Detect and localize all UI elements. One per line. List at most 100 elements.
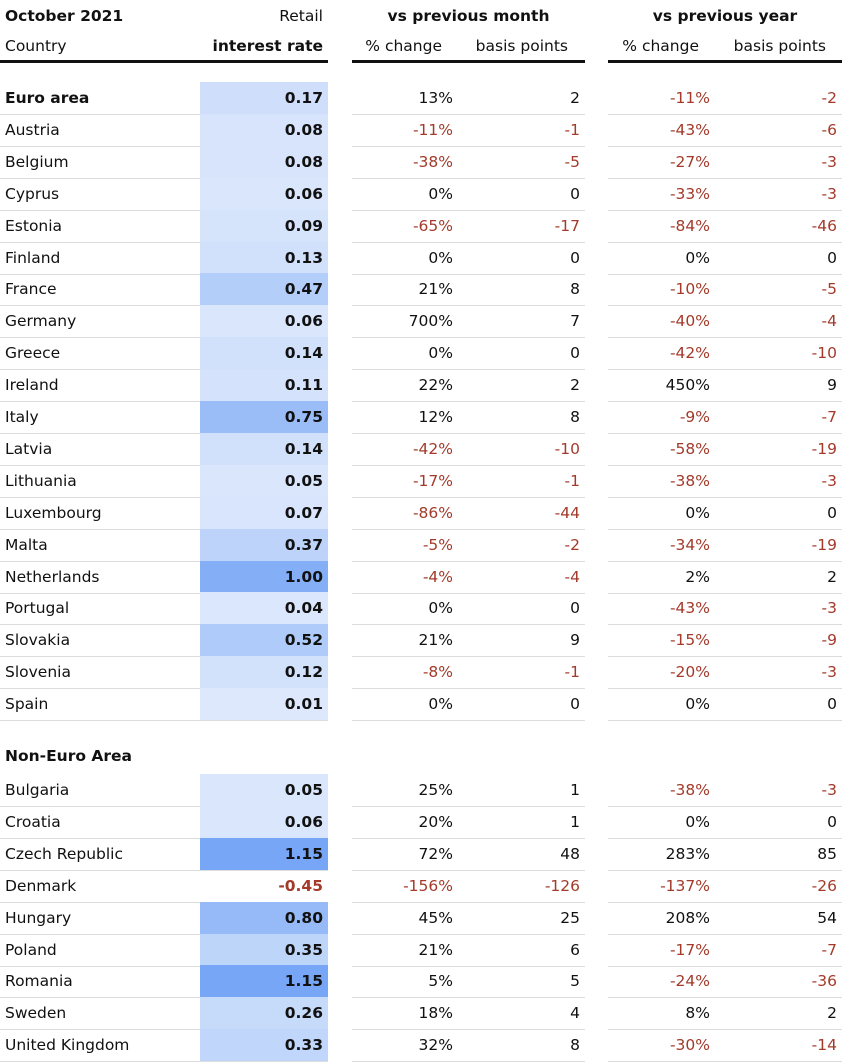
- row-rule: [352, 433, 585, 434]
- country-name: Romania: [5, 972, 73, 991]
- row-rule: [352, 965, 585, 967]
- change-value: -1: [564, 471, 580, 490]
- row-rule: [0, 997, 328, 999]
- rate-cell: [200, 464, 328, 497]
- change-value: -1: [564, 120, 580, 139]
- rate-value: 0.37: [284, 535, 323, 554]
- change-value: 0%: [428, 248, 453, 267]
- change-value: -24%: [669, 972, 710, 991]
- row-rule: [0, 273, 328, 275]
- row-rule: [608, 997, 842, 999]
- change-value: -30%: [669, 1036, 710, 1055]
- rate-cell: [200, 401, 328, 433]
- rate-cell: [200, 337, 328, 370]
- row-rule: [0, 933, 328, 935]
- rate-cell: [200, 805, 328, 838]
- country-name: Lithuania: [5, 471, 77, 490]
- change-value: -5: [821, 280, 837, 299]
- rate-value: 0.35: [284, 940, 323, 959]
- row-rule: [352, 241, 585, 243]
- country-name: Slovenia: [5, 663, 71, 682]
- change-value: 0: [827, 695, 837, 714]
- row-rule: [352, 209, 585, 211]
- change-value: 85: [817, 844, 837, 863]
- change-value: -3: [821, 663, 837, 682]
- change-value: -7: [821, 408, 837, 426]
- row-rule: [608, 624, 842, 626]
- change-value: 0: [827, 812, 837, 831]
- country-name: France: [5, 280, 57, 299]
- rate-value: 1.00: [284, 567, 323, 586]
- row-rule: [608, 933, 842, 935]
- change-value: 0%: [428, 344, 453, 363]
- country-name: Hungary: [5, 908, 72, 927]
- rate-cell: [200, 965, 328, 998]
- rate-value: 0.33: [284, 1036, 323, 1055]
- change-value: 283%: [665, 844, 710, 863]
- change-value: 0: [570, 599, 580, 618]
- rate-value: 0.08: [284, 120, 323, 139]
- row-rule: [352, 337, 585, 339]
- row-rule: [0, 720, 328, 722]
- country-name: Netherlands: [5, 567, 100, 586]
- rate-cell: [200, 241, 328, 274]
- row-rule: [352, 720, 585, 722]
- column-header: % change: [622, 37, 699, 55]
- change-value: 72%: [418, 844, 453, 863]
- row-rule: [0, 433, 328, 434]
- change-value: 0: [570, 248, 580, 267]
- country-name: Slovakia: [5, 631, 71, 650]
- change-value: 21%: [418, 280, 453, 299]
- row-rule: [608, 592, 842, 594]
- country-name: Belgium: [5, 152, 69, 171]
- row-rule: [352, 688, 585, 690]
- country-name: Latvia: [5, 439, 53, 458]
- change-value: -1: [564, 663, 580, 682]
- change-value: -9%: [679, 408, 710, 426]
- rate-value: 0.09: [284, 216, 323, 235]
- change-value: 21%: [418, 631, 453, 650]
- change-value: -26: [811, 876, 837, 895]
- column-header: basis points: [733, 37, 826, 55]
- country-name: Austria: [5, 120, 60, 139]
- country-name: Croatia: [5, 812, 61, 831]
- rate-value: 0.52: [284, 631, 323, 650]
- rate-value: 0.01: [284, 695, 323, 714]
- change-value: -38%: [669, 471, 710, 490]
- row-rule: [608, 241, 842, 243]
- rate-header: interest rate: [212, 37, 323, 55]
- change-value: 0: [570, 184, 580, 203]
- change-value: 2: [570, 89, 580, 107]
- change-value: -46: [811, 216, 837, 235]
- country-name: Greece: [5, 344, 61, 363]
- row-rule: [608, 464, 842, 466]
- change-value: -19: [811, 439, 837, 458]
- change-value: 54: [817, 908, 837, 927]
- change-value: -34%: [669, 535, 710, 554]
- country-name: Czech Republic: [5, 844, 124, 863]
- country-name: Germany: [5, 312, 77, 331]
- row-rule: [608, 369, 842, 371]
- row-rule: [608, 837, 842, 839]
- change-value: -8%: [422, 663, 453, 682]
- country-name: United Kingdom: [5, 1036, 130, 1055]
- row-rule: [352, 869, 585, 871]
- row-rule: [608, 560, 842, 562]
- row-rule: [352, 997, 585, 999]
- row-rule: [0, 837, 328, 839]
- change-value: 13%: [418, 89, 453, 107]
- row-rule: [608, 1029, 842, 1031]
- country-name: Portugal: [5, 599, 70, 618]
- change-value: 32%: [418, 1036, 453, 1055]
- change-value: -86%: [412, 503, 453, 522]
- row-rule: [608, 806, 842, 807]
- rate-value: 0.11: [284, 376, 323, 395]
- title: October 2021: [5, 7, 124, 25]
- row-rule: [0, 337, 328, 339]
- change-value: 0%: [428, 184, 453, 203]
- change-value: 0%: [685, 812, 710, 831]
- change-value: 700%: [408, 312, 453, 331]
- rate-cell: [200, 997, 328, 1030]
- change-value: 18%: [418, 1004, 453, 1023]
- change-value: -10%: [669, 280, 710, 299]
